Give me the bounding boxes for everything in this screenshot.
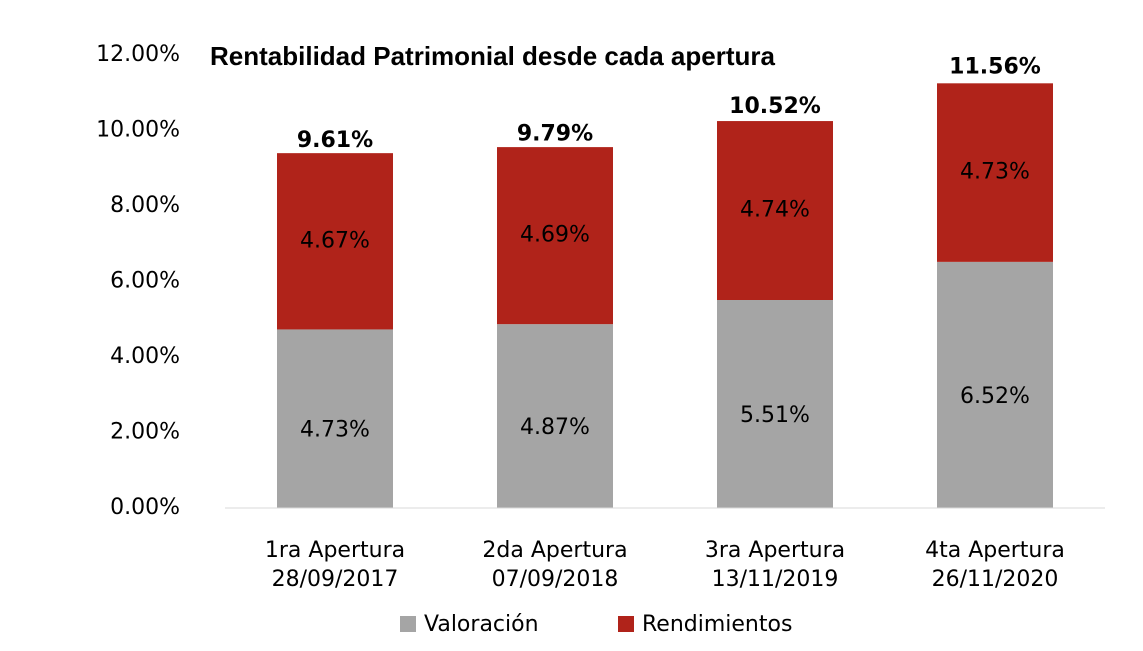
total-label: 10.52% [729, 94, 821, 119]
value-label: 4.74% [740, 198, 810, 223]
x-tick-label: 3ra Apertura [705, 538, 845, 563]
bar-segment [717, 299, 833, 508]
x-tick-label: 28/09/2017 [272, 567, 399, 592]
legend-swatch [400, 616, 416, 632]
x-tick-label: 1ra Apertura [265, 538, 405, 563]
value-label: 4.73% [300, 418, 370, 443]
x-tick-label: 07/09/2018 [492, 567, 619, 592]
y-tick-label: 2.00% [110, 420, 180, 445]
legend-label: Valoración [424, 612, 539, 637]
total-label: 9.61% [297, 128, 373, 153]
value-label: 4.87% [520, 415, 590, 440]
total-label: 9.79% [517, 121, 593, 146]
bar-segment [497, 147, 613, 325]
bar-segment [937, 261, 1053, 508]
x-tick-label: 26/11/2020 [932, 567, 1059, 592]
value-label: 4.69% [520, 223, 590, 248]
y-tick-label: 12.00% [96, 42, 180, 67]
value-label: 4.73% [960, 160, 1030, 185]
y-tick-label: 10.00% [96, 118, 180, 143]
value-label: 4.67% [300, 228, 370, 253]
legend-label: Rendimientos [642, 612, 792, 637]
chart-title: Rentabilidad Patrimonial desde cada aper… [210, 41, 775, 71]
y-tick-label: 8.00% [110, 193, 180, 218]
y-tick-label: 6.00% [110, 269, 180, 294]
total-label: 11.56% [949, 55, 1041, 80]
legend-swatch [618, 616, 634, 632]
bar-segment [937, 83, 1053, 262]
y-tick-label: 0.00% [110, 495, 180, 520]
x-tick-label: 4ta Apertura [925, 538, 1065, 563]
bar-segment [497, 324, 613, 508]
bar-segment [277, 329, 393, 508]
x-tick-label: 13/11/2019 [712, 567, 839, 592]
bar-segment [277, 153, 393, 330]
y-tick-label: 4.00% [110, 344, 180, 369]
bar-segment [717, 121, 833, 300]
value-label: 5.51% [740, 403, 810, 428]
x-tick-label: 2da Apertura [482, 538, 627, 563]
value-label: 6.52% [960, 384, 1030, 409]
